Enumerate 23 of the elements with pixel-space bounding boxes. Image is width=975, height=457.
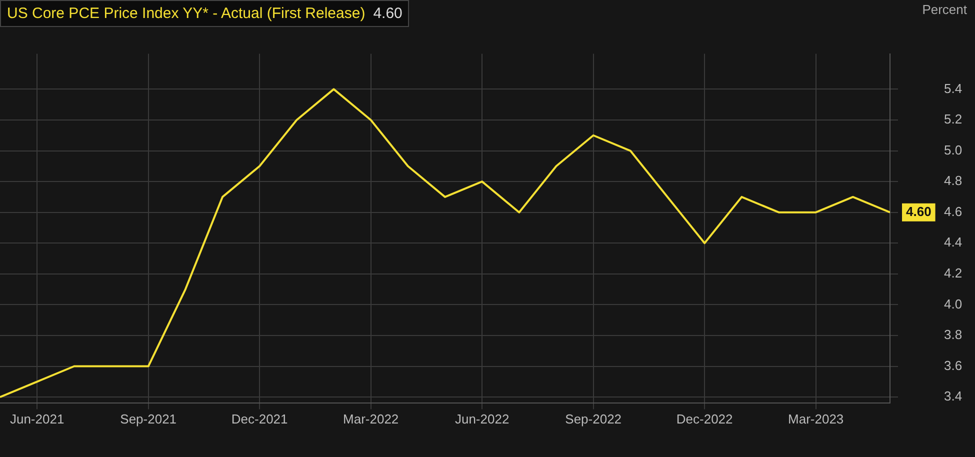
y-tick-label: 5.2 [944,112,962,127]
chart-title: US Core PCE Price Index YY* - Actual (First Release) [7,5,366,22]
y-axis-title: Percent [922,2,967,17]
x-tick-label: Sep-2022 [565,412,622,427]
y-tick-label: 3.8 [944,327,962,342]
x-tick-label: Mar-2023 [788,412,844,427]
y-tick-label: 4.2 [944,265,962,280]
x-tick-label: Dec-2021 [231,412,288,427]
y-tick-label: 5.4 [944,80,962,96]
x-tick-label: Dec-2022 [676,412,733,427]
y-tick-label: 4.0 [944,296,962,312]
x-tick-label: Mar-2022 [343,412,399,427]
y-tick-label: 5.0 [944,142,962,158]
x-tick-label: Jun-2022 [454,412,510,427]
y-tick-label: 4.6 [944,204,962,219]
annotation: 4.60 [906,204,932,219]
y-tick-label: 4.8 [944,173,962,188]
chart-subtitle: 4.60 [373,5,402,22]
y-tick-label: 3.4 [944,388,962,404]
x-tick-label: Jun-2021 [10,412,64,427]
x-tick-label: Sep-2021 [120,412,177,427]
y-tick-label: 4.4 [944,234,962,250]
y-tick-label: 3.6 [944,358,962,373]
